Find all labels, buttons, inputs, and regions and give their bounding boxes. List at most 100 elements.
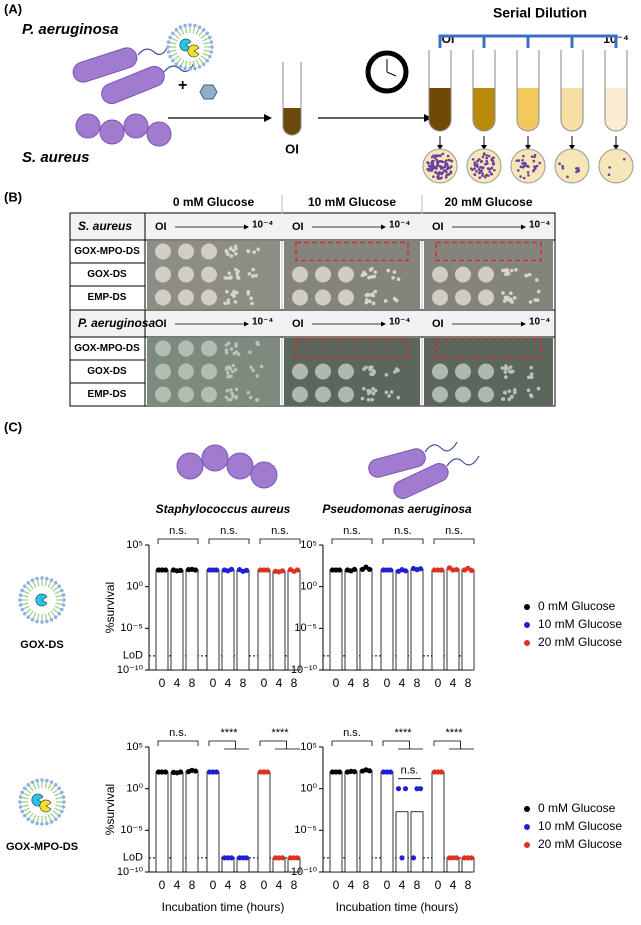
colony [492,162,496,165]
data-point [162,769,169,775]
lipid-head [193,23,197,28]
data-point [453,567,460,573]
spot [455,386,471,403]
legend-label: 20 mM Glucose [538,635,622,649]
colony [522,161,526,165]
data-point [177,769,184,775]
colony [233,300,238,304]
data-point [402,568,409,574]
y-tick-label: 10⁰ [300,581,317,593]
spot [292,386,308,403]
colony [445,159,448,162]
colony [486,162,489,165]
spot [201,340,217,357]
section-header-bg [70,310,555,337]
colony [558,162,561,166]
colony [484,162,487,166]
enzyme [187,44,200,58]
dilution-title: Serial Dilution [493,5,587,21]
arrowhead [437,145,443,150]
data-point [243,567,250,573]
colony [252,250,257,254]
enzyme [35,593,48,607]
x-tick-label: 4 [225,878,232,892]
colony [246,390,251,395]
legend-label: 10 mM Glucose [538,819,622,833]
colony [234,342,238,346]
lipid-head [22,813,27,818]
colony [255,374,260,378]
bar [329,771,343,873]
x-tick-label: 4 [450,878,457,892]
colony [224,249,229,253]
colony [371,368,375,373]
colony [514,268,518,272]
colony [532,159,536,163]
dilution-start: OI [442,32,455,46]
data-point [177,567,184,573]
spot [155,363,171,380]
arrow [318,114,432,122]
colony [439,160,443,163]
colony [445,167,449,171]
colony [235,271,239,276]
colony [233,367,238,372]
colony [445,162,449,166]
colony [230,391,234,396]
organism-label: P. aeruginosa [78,316,155,330]
row-label: GOX-MPO-DS [6,841,78,853]
colony [360,273,365,278]
y-tick-label: 10⁻¹⁰ [117,866,144,878]
spot [455,289,471,306]
x-axis-label: Incubation time (hours) [162,900,285,914]
panel-label: (A) [4,1,22,16]
significance-label: n.s. [220,525,238,537]
significance-label: n.s. [445,525,463,537]
colony [225,388,230,393]
colony [481,172,485,175]
dilution-start: OI [432,221,444,233]
colony [435,158,439,162]
colony [517,159,521,162]
bar [446,568,460,671]
colony [441,171,445,174]
colony [577,169,580,173]
bar [329,569,343,671]
x-tick-label: 4 [174,676,181,690]
lipid-head [22,611,27,616]
significance-bracket [433,538,475,544]
dilution-bracket [570,34,618,48]
colony [384,390,389,395]
lipid-head [61,805,66,809]
colony [522,176,526,180]
dilution-end: 10⁻⁴ [529,220,550,231]
lipid-head [30,820,35,824]
organism-label: S. aureus [22,149,90,166]
colony [435,171,438,175]
colony [507,389,512,393]
lipid-head [18,795,23,799]
tube-label: OI [285,141,299,156]
spot [315,386,331,403]
lipid-head [49,820,54,824]
section-header-bg [70,213,555,240]
lipid-head [35,576,39,581]
colony [362,367,366,371]
data-point [417,786,424,792]
x-tick-label: 8 [240,878,247,892]
colony [393,370,397,374]
spot [178,243,194,260]
spot [432,386,448,403]
colony [509,395,514,399]
lipid-head [18,593,23,597]
colony [231,248,236,253]
spot [338,363,354,380]
arrowhead [613,145,619,150]
data-point [336,769,343,775]
colony [373,270,378,274]
lipid-head [53,817,58,822]
lipid-head [20,588,24,593]
x-tick-label: 0 [159,676,166,690]
lipid-head [205,31,210,36]
